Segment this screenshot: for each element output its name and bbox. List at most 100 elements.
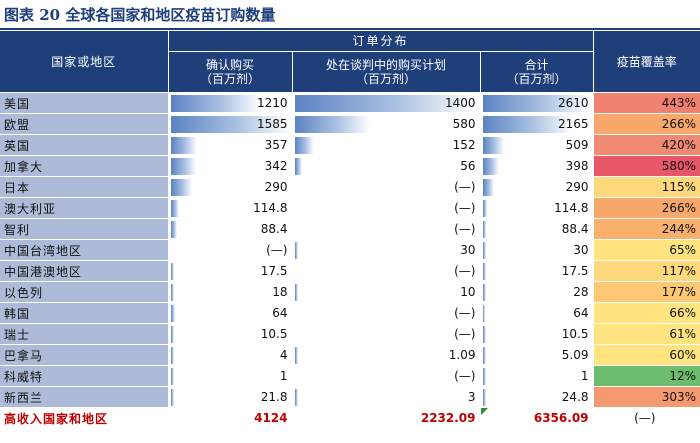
country-cell: 科威特 [0, 365, 168, 387]
total-cell: 290 [479, 176, 594, 198]
total-data-bar [482, 115, 573, 133]
total-cell: 398 [479, 155, 594, 177]
confirmed-data-bar [170, 220, 178, 238]
coverage-cell: 12% [592, 365, 700, 387]
negotiating-value: 30 [460, 243, 476, 257]
table-row: 智利 88.4 (—) 88.4 244% [0, 218, 700, 240]
confirmed-value: (—) [266, 243, 288, 257]
total-value: 398 [565, 159, 589, 173]
coverage-cell: 115% [592, 176, 700, 198]
coverage-cell: 266% [592, 113, 700, 135]
negotiating-value: 580 [452, 117, 476, 131]
confirmed-data-bar [170, 325, 174, 343]
negotiating-value: 3 [467, 390, 476, 404]
confirmed-data-bar [170, 367, 174, 385]
confirmed-cell: 4 [167, 344, 292, 366]
country-cell: 日本 [0, 176, 168, 198]
confirmed-data-bar [170, 178, 193, 196]
confirmed-cell: 21.8 [167, 386, 292, 408]
negotiating-value: 1400 [444, 96, 476, 111]
negotiating-data-bar [294, 136, 315, 154]
figure-title: 图表 20 全球各国家和地区疫苗订购数量 [4, 6, 276, 24]
country-cell: 智利 [0, 218, 168, 240]
total-coverage-cell: (—) [592, 407, 700, 429]
country-cell: 美国 [0, 92, 168, 114]
total-data-bar [482, 199, 488, 217]
confirmed-data-bar [170, 262, 174, 280]
total-data-bar [482, 367, 486, 385]
coverage-cell: 117% [592, 260, 700, 282]
total-cell: 17.5 [479, 260, 594, 282]
negotiating-cell: (—) [291, 260, 480, 282]
header-country: 国家或地区 [0, 31, 168, 93]
coverage-cell: 61% [592, 323, 700, 345]
confirmed-data-bar [170, 388, 174, 406]
table-row: 美国 1210 1400 2610 443% [0, 92, 700, 114]
negotiating-cell: (—) [291, 365, 480, 387]
negotiating-value: (—) [454, 264, 476, 278]
total-value: 114.8 [554, 201, 589, 215]
header-coverage: 疫苗覆盖率 [592, 31, 700, 93]
negotiating-cell: 580 [291, 113, 480, 135]
total-value: 1 [580, 369, 589, 383]
header-order-distribution: 订单分布 [167, 31, 594, 52]
total-negotiating-cell: 2232.09 [291, 407, 480, 429]
negotiating-value: (—) [454, 306, 476, 320]
coverage-cell: 266% [592, 197, 700, 219]
total-data-bar [482, 178, 495, 196]
confirmed-cell: 1585 [167, 113, 292, 135]
total-cell: 2165 [479, 113, 594, 135]
country-cell: 英国 [0, 134, 168, 156]
confirmed-cell: 64 [167, 302, 292, 324]
confirmed-value: 342 [264, 159, 288, 173]
confirmed-cell: 10.5 [167, 323, 292, 345]
total-cell: 5.09 [479, 344, 594, 366]
table-row: 新西兰 21.8 3 24.8 303% [0, 386, 700, 408]
negotiating-value: 10 [460, 285, 476, 299]
confirmed-value: 17.5 [260, 264, 288, 278]
total-cell: 10.5 [479, 323, 594, 345]
negotiating-cell: (—) [291, 218, 480, 240]
confirmed-value: 18 [272, 285, 288, 299]
confirmed-cell: 114.8 [167, 197, 292, 219]
total-value: 17.5 [561, 264, 589, 278]
title-rule [0, 28, 700, 30]
coverage-cell: 443% [592, 92, 700, 114]
country-cell: 澳大利亚 [0, 197, 168, 219]
total-negotiating-value: 2232.09 [420, 411, 476, 425]
total-value: 2610 [557, 96, 589, 111]
header-negotiating: 处在谈判中的购买计划 （百万剂） [291, 51, 480, 93]
header-total: 合计 （百万剂） [479, 51, 594, 93]
country-cell: 加拿大 [0, 155, 168, 177]
country-cell: 瑞士 [0, 323, 168, 345]
confirmed-data-bar [170, 283, 174, 301]
total-total-cell: 6356.09 [479, 407, 594, 429]
negotiating-cell: 56 [291, 155, 480, 177]
negotiating-cell: 1400 [291, 92, 480, 114]
total-total-value: 6356.09 [533, 411, 589, 425]
negotiating-value: (—) [454, 327, 476, 341]
coverage-cell: 66% [592, 302, 700, 324]
total-data-bar [482, 346, 486, 364]
country-cell: 巴拿马 [0, 344, 168, 366]
negotiating-value: 1.09 [448, 348, 476, 362]
negotiating-value: 152 [452, 138, 476, 152]
total-value: 5.09 [561, 348, 589, 362]
confirmed-cell: 290 [167, 176, 292, 198]
negotiating-data-bar [294, 241, 299, 259]
total-value: 509 [565, 138, 589, 152]
table-row: 韩国 64 (—) 64 66% [0, 302, 700, 324]
negotiating-data-bar [294, 157, 302, 175]
confirmed-value: 114.8 [253, 201, 288, 215]
total-cell: 30 [479, 239, 594, 261]
total-cell: 509 [479, 134, 594, 156]
country-cell: 中国港澳地区 [0, 260, 168, 282]
total-data-bar [482, 388, 486, 406]
total-value: 64 [573, 306, 589, 320]
total-cell: 114.8 [479, 197, 594, 219]
confirmed-data-bar [170, 115, 290, 133]
total-value: 24.8 [561, 390, 589, 404]
confirmed-cell: (—) [167, 239, 292, 261]
confirmed-cell: 17.5 [167, 260, 292, 282]
confirmed-data-bar [170, 346, 174, 364]
